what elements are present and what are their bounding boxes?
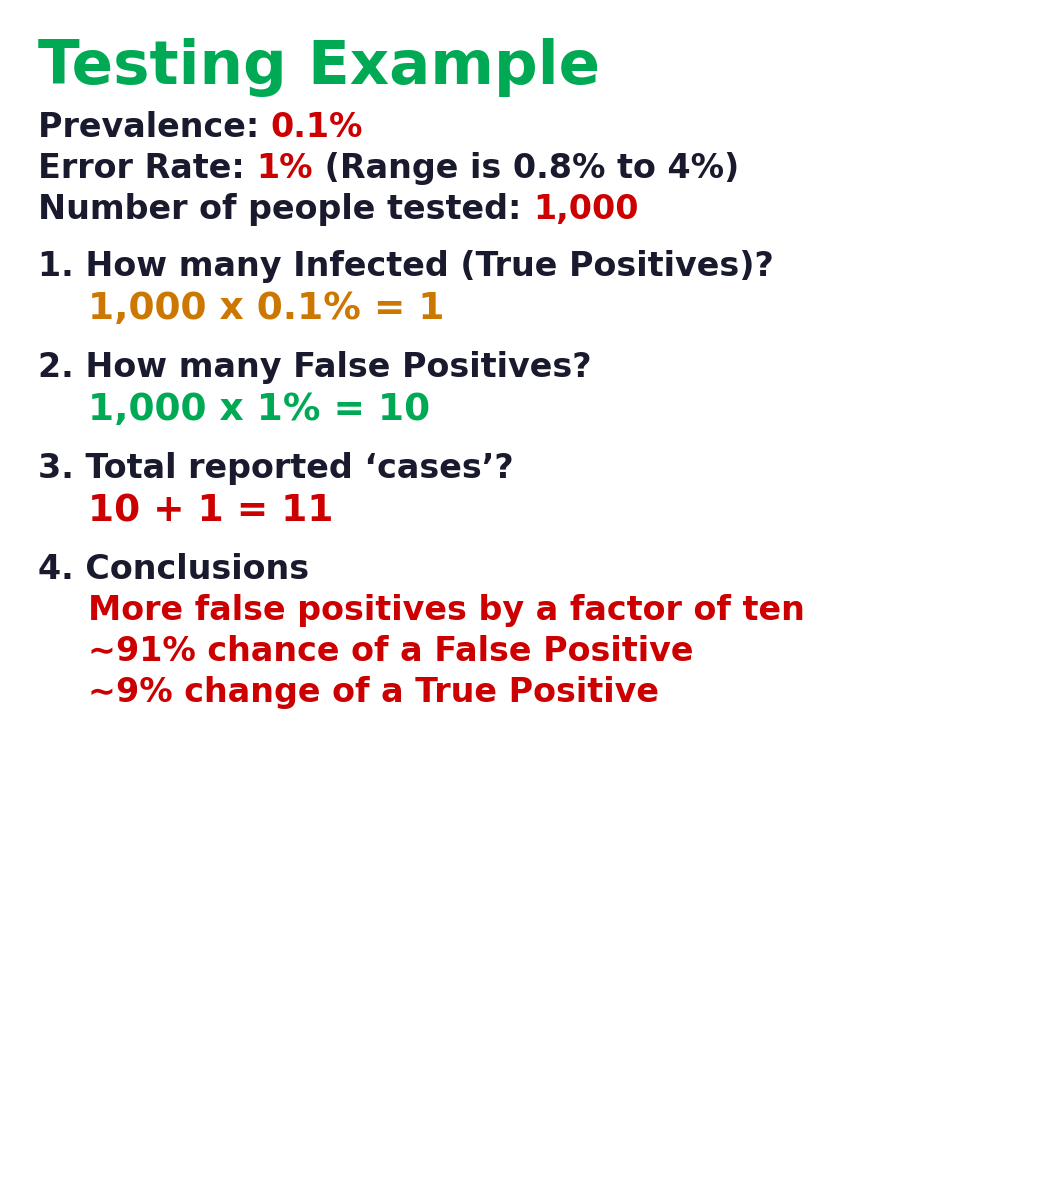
Text: ∼9% change of a True Positive: ∼9% change of a True Positive xyxy=(88,676,659,709)
Text: 0.1%: 0.1% xyxy=(271,110,364,144)
Text: (Range is 0.8% to 4%): (Range is 0.8% to 4%) xyxy=(312,152,739,185)
Text: 1,000 x 0.1% = 1: 1,000 x 0.1% = 1 xyxy=(88,290,444,326)
Text: 1,000 x 1% = 10: 1,000 x 1% = 10 xyxy=(88,392,431,428)
Text: Number of people tested:: Number of people tested: xyxy=(38,193,533,226)
Text: ∼91% chance of a False Positive: ∼91% chance of a False Positive xyxy=(88,635,694,668)
Text: 1%: 1% xyxy=(256,152,312,185)
Text: 3. Total reported ‘cases’?: 3. Total reported ‘cases’? xyxy=(38,452,514,485)
Text: 10 + 1 = 11: 10 + 1 = 11 xyxy=(88,493,333,529)
Text: More false positives by a factor of ten: More false positives by a factor of ten xyxy=(88,594,805,626)
Text: 2. How many False Positives?: 2. How many False Positives? xyxy=(38,350,591,384)
Text: Prevalence:: Prevalence: xyxy=(38,110,271,144)
Text: 1,000: 1,000 xyxy=(533,193,638,226)
Text: 4. Conclusions: 4. Conclusions xyxy=(38,553,309,586)
Text: Testing Example: Testing Example xyxy=(38,38,600,97)
Text: 1. How many Infected (True Positives)?: 1. How many Infected (True Positives)? xyxy=(38,250,773,283)
Text: Error Rate:: Error Rate: xyxy=(38,152,256,185)
